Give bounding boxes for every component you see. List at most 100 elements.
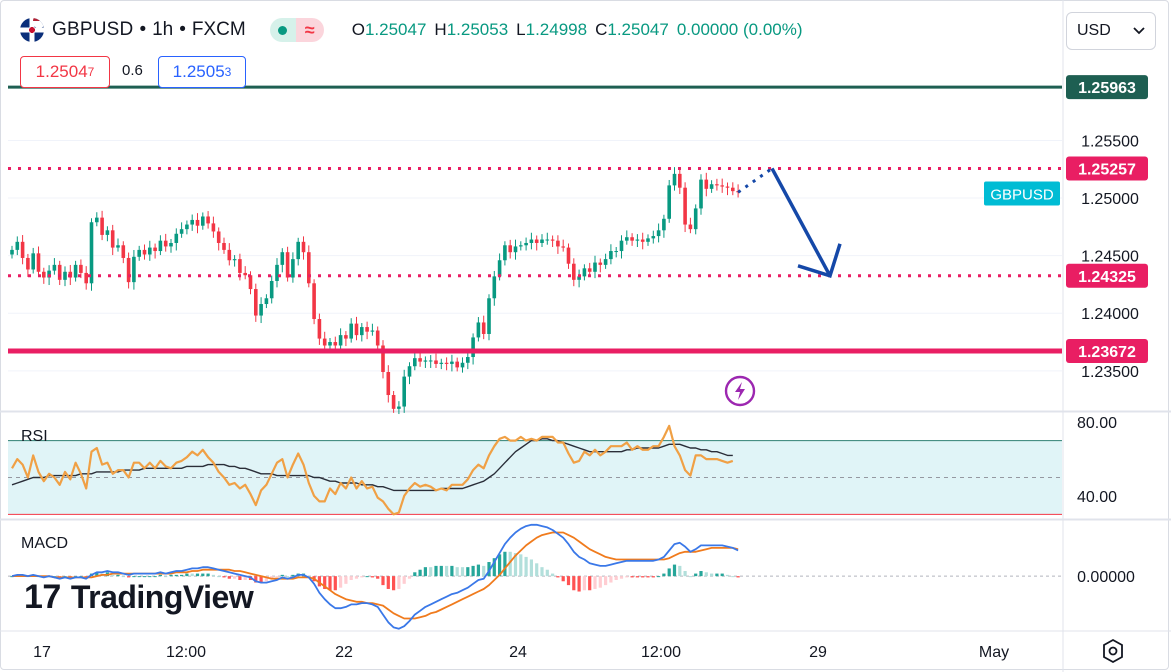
candle-body	[688, 224, 693, 230]
candle-body	[291, 259, 295, 278]
candle-body	[471, 337, 475, 358]
chevron-down-icon	[1133, 27, 1145, 35]
candle-body	[105, 230, 110, 235]
buy-button[interactable]: 1.2505 3	[158, 56, 246, 88]
candle-body	[132, 256, 136, 283]
candle-body	[635, 239, 640, 241]
symbol-name[interactable]: GBPUSD	[52, 19, 134, 40]
interval[interactable]: 1h	[152, 19, 174, 40]
macd-histogram-bar	[657, 576, 661, 578]
candles	[10, 167, 740, 415]
ask-price: 1.2505	[172, 62, 225, 81]
candle-body	[100, 217, 104, 235]
candle-body	[667, 185, 671, 219]
market-status-icon[interactable]	[269, 18, 296, 42]
macd-histogram-bar	[439, 565, 443, 577]
macd-histogram-bar	[317, 576, 321, 587]
candle-body	[439, 362, 444, 364]
candle-body	[370, 330, 375, 332]
candle-body	[275, 264, 279, 281]
macd-histogram-bar	[715, 573, 719, 577]
macd-pane-label[interactable]: MACD	[21, 535, 68, 553]
macd-histogram-bar	[121, 576, 125, 578]
candle-body	[254, 289, 258, 316]
candle-body	[656, 230, 661, 237]
candle-body	[497, 260, 502, 277]
macd-histogram-bar	[566, 576, 571, 586]
forecast-arrow-head	[797, 243, 842, 279]
macd-histogram-bar	[238, 576, 242, 580]
low-value: 1.24998	[525, 20, 588, 39]
open-key: O	[351, 20, 365, 39]
rsi-pane-label[interactable]: RSI	[21, 428, 48, 446]
macd-histogram-bar	[349, 576, 353, 580]
macd-histogram-bar	[206, 573, 210, 577]
macd-histogram-bar	[572, 576, 576, 591]
candle-body	[731, 187, 735, 192]
candle-body	[195, 219, 200, 226]
macd-histogram-bar	[376, 576, 380, 579]
usd-flag-icon	[32, 18, 44, 28]
candle-body	[725, 186, 730, 188]
candle-body	[296, 241, 300, 260]
candle-body	[418, 358, 422, 362]
candle-body	[31, 253, 35, 270]
currency-selector[interactable]: USD	[1066, 12, 1156, 50]
time-tick-label: 29	[809, 644, 827, 661]
macd-histogram-bar	[503, 551, 507, 577]
macd-histogram-bar	[227, 576, 231, 579]
macd-histogram-bar	[641, 576, 645, 578]
candle-body	[487, 298, 491, 334]
macd-histogram-bar	[132, 576, 136, 578]
macd-histogram-bar	[651, 576, 655, 578]
macd-histogram-bar	[524, 556, 528, 577]
macd-histogram-bar	[111, 574, 115, 577]
price-tag-label: 1.24325	[1078, 269, 1136, 286]
macd-histogram-bar	[720, 573, 724, 577]
macd-histogram-bar	[662, 573, 666, 577]
price-tick-label: 1.24500	[1081, 249, 1139, 266]
macd-histogram-bar	[243, 576, 247, 580]
candle-body	[460, 362, 465, 368]
candle-body	[423, 360, 428, 362]
candle-body	[57, 264, 62, 280]
candle-body	[503, 245, 507, 261]
flash-icon[interactable]	[724, 375, 756, 412]
macd-histogram-bar	[434, 565, 438, 577]
candle-body	[280, 252, 285, 265]
wave-icon[interactable]: ≈	[295, 18, 324, 42]
candle-body	[227, 249, 232, 261]
macd-histogram-bar	[280, 574, 284, 577]
currency-value: USD	[1077, 22, 1111, 39]
candle-body	[699, 179, 703, 209]
candle-body	[52, 264, 57, 271]
candle-body	[243, 272, 247, 276]
candle-body	[365, 327, 369, 332]
candle-body	[338, 335, 343, 346]
macd-histogram-bar	[381, 576, 385, 586]
candle-body	[312, 283, 316, 320]
tradingview-watermark: 17 TradingView	[24, 578, 254, 617]
candle-body	[15, 241, 20, 250]
candle-body	[26, 257, 30, 270]
price-tag	[1066, 156, 1148, 181]
candle-body	[317, 319, 322, 339]
candle-body	[603, 259, 608, 265]
macd-histogram-bar	[704, 572, 708, 577]
time-tick-label: 22	[335, 644, 353, 661]
candle-body	[534, 239, 539, 243]
candle-body	[169, 242, 173, 247]
candle-body	[519, 245, 523, 247]
rsi-title: RSI	[21, 428, 48, 445]
candle-body	[206, 216, 210, 224]
macd-histogram-bar	[535, 563, 539, 577]
candle-body	[640, 239, 645, 242]
gear-icon[interactable]	[1100, 638, 1126, 664]
candle-body	[322, 338, 327, 346]
sell-button[interactable]: 1.2504 7	[20, 56, 110, 88]
bid-price-pip: 7	[87, 65, 95, 79]
macd-histogram-bar	[598, 576, 602, 588]
candle-body	[148, 247, 152, 255]
candle-body	[375, 330, 380, 346]
